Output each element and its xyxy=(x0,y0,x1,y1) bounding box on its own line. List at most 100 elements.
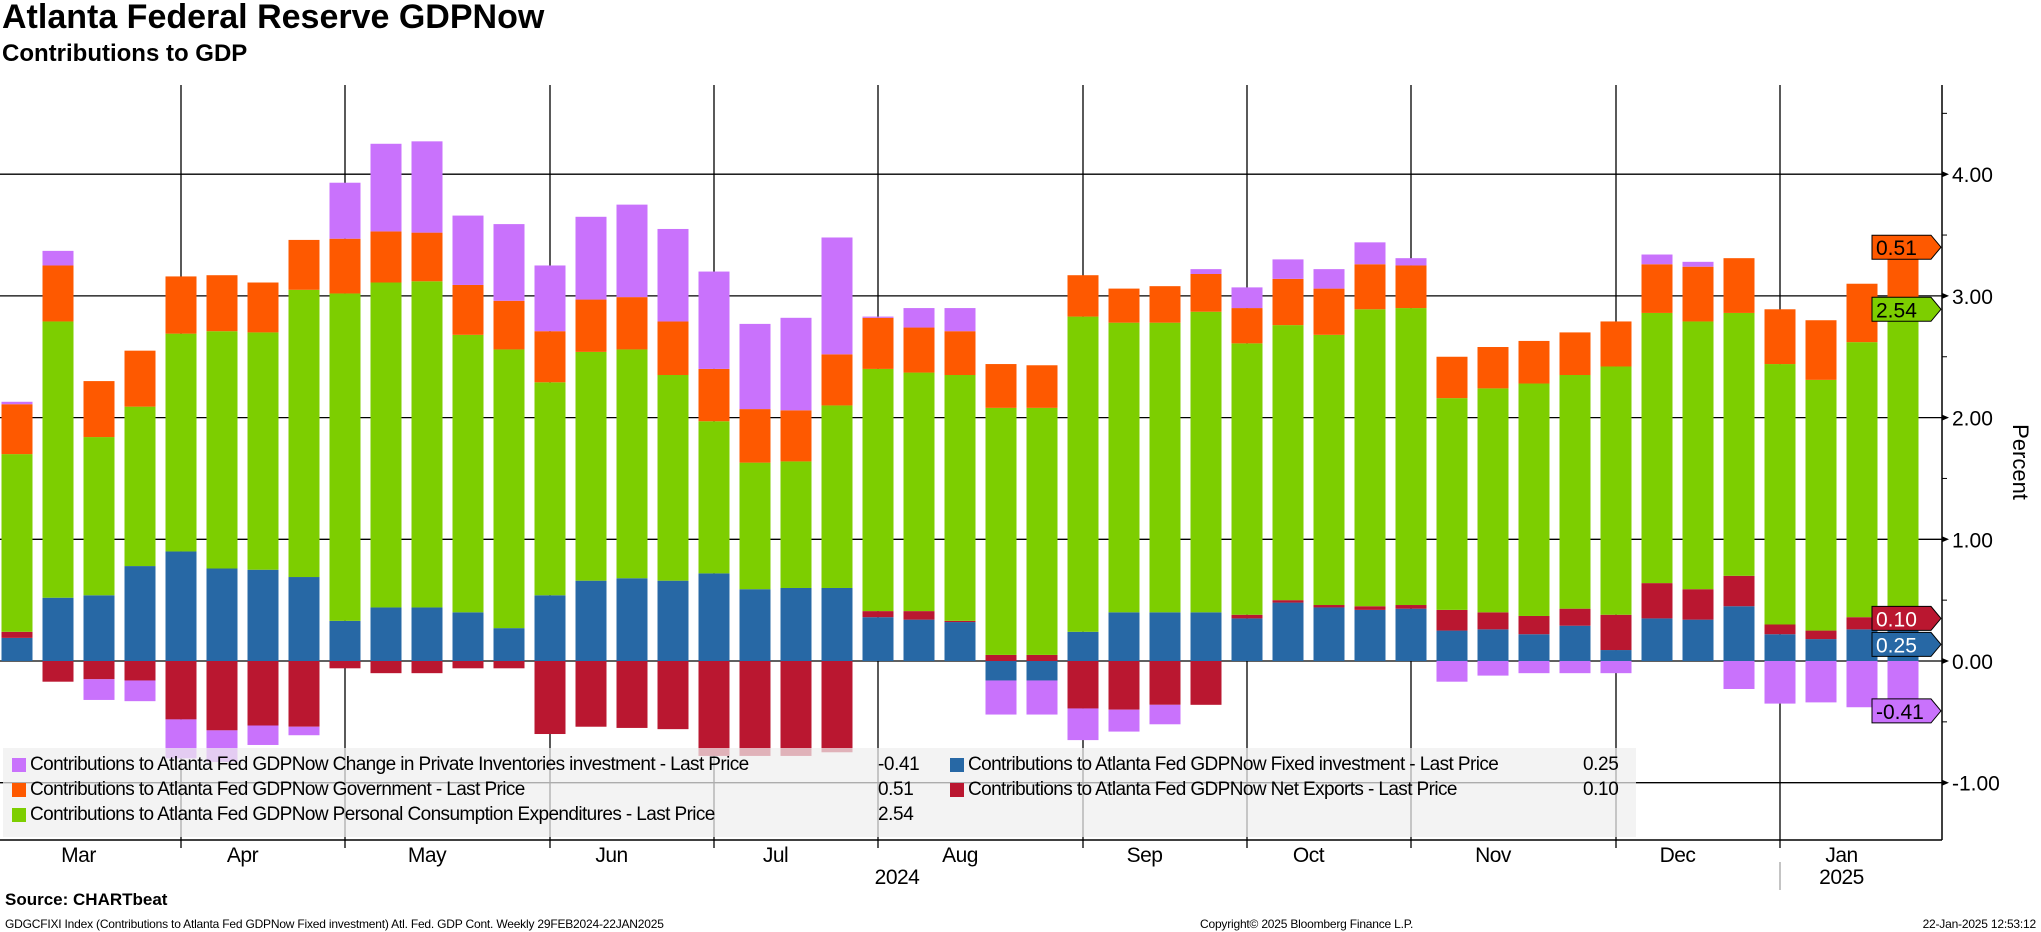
bar-segment-fixed xyxy=(698,573,730,661)
bar-segment-fixed xyxy=(165,551,197,661)
last-value-tag-inventories: -0.41 xyxy=(1871,698,1942,724)
bar-segment-pce xyxy=(1764,364,1796,625)
bar-segment-fixed xyxy=(821,587,853,661)
bar-segment-fixed xyxy=(1518,634,1550,661)
bar-segment-inventories xyxy=(1395,258,1427,266)
bar-segment-fixed xyxy=(944,622,976,661)
bar-segment-pce xyxy=(1108,322,1140,613)
bar-segment-pce xyxy=(165,333,197,552)
legend-value: 0.10 xyxy=(1583,779,1619,800)
bar-segment-net_exports xyxy=(288,661,320,727)
bar-segment-pce xyxy=(1887,309,1919,619)
tag-value: 2.54 xyxy=(1876,299,1917,322)
bar-segment-inventories xyxy=(1682,261,1714,267)
bar-segment-inventories xyxy=(1231,287,1263,309)
bar-segment-net_exports xyxy=(247,661,279,726)
bar-segment-pce xyxy=(780,461,812,588)
y-tick-label: 4.00 xyxy=(1952,164,1993,187)
x-year-label: 2024 xyxy=(875,866,921,889)
bar-segment-pce xyxy=(1067,316,1099,632)
bar-segment-net_exports xyxy=(1600,614,1632,651)
bar-segment-inventories xyxy=(493,224,525,301)
bar-segment-net_exports xyxy=(616,661,648,728)
bar-segment-gov xyxy=(780,410,812,462)
bar-segment-inventories xyxy=(1108,709,1140,732)
bar-segment-pce xyxy=(288,289,320,578)
bar-segment-inventories xyxy=(698,271,730,369)
bar-segment-gov xyxy=(1026,365,1058,408)
bar-segment-net_exports xyxy=(944,620,976,623)
bar-segment-inventories xyxy=(370,143,402,232)
bar-segment-inventories xyxy=(42,250,74,266)
bar-segment-net_exports xyxy=(1149,661,1181,705)
bar-segment-fixed xyxy=(1026,661,1058,681)
bar-segment-net_exports xyxy=(493,661,525,669)
bar-segment-pce xyxy=(1272,325,1304,601)
bar-segment-fixed xyxy=(1354,609,1386,661)
legend-label: Contributions to Atlanta Fed GDPNow Fixe… xyxy=(968,754,1499,775)
legend-label: Contributions to Atlanta Fed GDPNow Gove… xyxy=(30,779,525,800)
legend-swatch xyxy=(950,783,964,797)
bar-segment-net_exports xyxy=(534,661,566,735)
bar-segment-gov xyxy=(370,231,402,283)
bar-segment-net_exports xyxy=(1313,605,1345,608)
bar-segment-inventories xyxy=(1190,269,1222,274)
bar-segment-pce xyxy=(1231,343,1263,615)
bar-segment-inventories xyxy=(1559,661,1591,674)
x-month-label: Nov xyxy=(1475,844,1512,867)
bar-segment-net_exports xyxy=(1559,608,1591,626)
x-month-label: Sep xyxy=(1127,844,1163,867)
bar-segment-gov xyxy=(124,350,156,407)
bar-segment-fixed xyxy=(1395,608,1427,661)
bar-segment-gov xyxy=(1313,288,1345,335)
last-value-tag-pce: 2.54 xyxy=(1871,296,1942,322)
bar-segment-inventories xyxy=(1436,661,1468,682)
bar-segment-net_exports xyxy=(657,661,689,730)
legend: Contributions to Atlanta Fed GDPNow Chan… xyxy=(3,748,1636,837)
bar-segment-inventories xyxy=(534,265,566,332)
bar-segment-gov xyxy=(42,265,74,322)
bar-segment-gov xyxy=(247,282,279,333)
bar-segment-net_exports xyxy=(1764,624,1796,635)
bar-segment-pce xyxy=(903,372,935,612)
bar-segment-net_exports xyxy=(1067,661,1099,709)
bar-segment-inventories xyxy=(1600,661,1632,674)
bar-segment-gov xyxy=(1272,278,1304,326)
bar-segment-pce xyxy=(944,375,976,621)
bar-segment-net_exports xyxy=(1723,575,1755,607)
bar-segment-gov xyxy=(616,297,648,350)
bar-segment-inventories xyxy=(1477,661,1509,676)
bar-segment-pce xyxy=(1149,322,1181,613)
bar-segment-inventories xyxy=(83,679,115,700)
bar-segment-inventories xyxy=(1313,269,1345,289)
y-tick-label: 3.00 xyxy=(1952,286,1993,309)
bar-segment-fixed xyxy=(288,577,320,661)
x-month-label: Dec xyxy=(1660,844,1696,867)
bar-segment-gov xyxy=(1231,308,1263,344)
bar-segment-gov xyxy=(1518,340,1550,384)
x-month-label: Oct xyxy=(1293,844,1325,867)
bar-segment-net_exports xyxy=(1231,614,1263,619)
bar-segment-gov xyxy=(1477,347,1509,389)
bar-segment-pce xyxy=(1805,379,1837,631)
bar-segment-inventories xyxy=(411,141,443,233)
bar-segment-inventories xyxy=(329,182,361,239)
bar-segment-net_exports xyxy=(1805,630,1837,640)
y-axis-label: Percent xyxy=(2008,424,2033,500)
bar-segment-fixed xyxy=(575,580,607,661)
bar-segment-fixed xyxy=(83,595,115,661)
bar-segment-gov xyxy=(1190,273,1222,312)
bar-segment-inventories xyxy=(1354,242,1386,265)
bar-segment-gov xyxy=(534,331,566,383)
source-note: Source: CHARTbeat xyxy=(5,890,168,909)
bar-segment-fixed xyxy=(616,578,648,661)
legend-swatch xyxy=(12,808,26,822)
y-tick-label: 2.00 xyxy=(1952,408,1993,431)
bar-segment-pce xyxy=(1354,309,1386,607)
bar-segment-pce xyxy=(1,454,33,632)
bar-segment-inventories xyxy=(1641,254,1673,265)
tag-value: 0.10 xyxy=(1876,608,1917,631)
bar-segment-gov xyxy=(206,275,238,332)
bar-segment-fixed xyxy=(1272,602,1304,661)
